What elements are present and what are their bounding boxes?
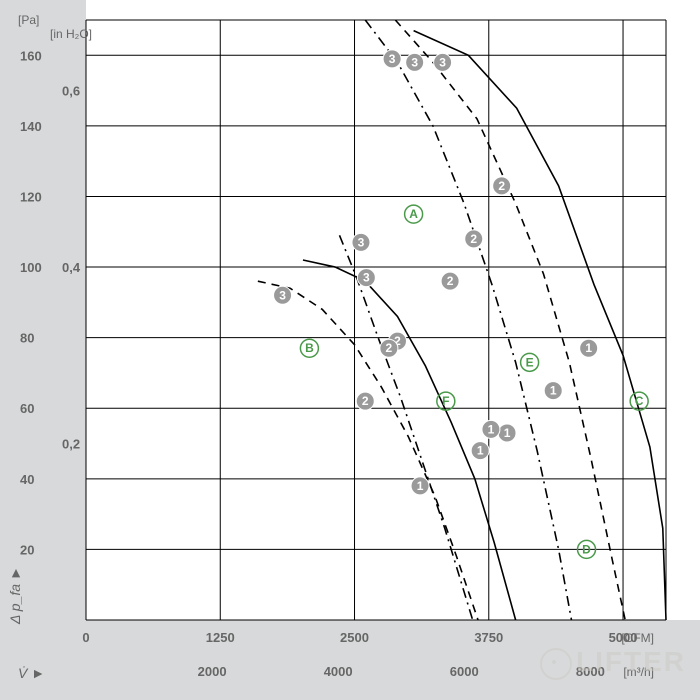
- svg-text:2: 2: [386, 341, 393, 355]
- svg-text:120: 120: [20, 189, 42, 204]
- svg-text:3: 3: [411, 55, 418, 69]
- svg-text:1: 1: [585, 341, 592, 355]
- svg-text:2: 2: [498, 179, 505, 193]
- svg-text:V̇ ►: V̇ ►: [18, 665, 45, 681]
- svg-text:0,2: 0,2: [62, 437, 80, 452]
- svg-text:[Pa]: [Pa]: [18, 13, 39, 27]
- svg-text:80: 80: [20, 331, 34, 346]
- svg-text:0,4: 0,4: [62, 260, 81, 275]
- svg-text:2: 2: [447, 274, 454, 288]
- svg-text:0,6: 0,6: [62, 84, 80, 99]
- svg-text:0: 0: [82, 630, 89, 645]
- svg-text:3: 3: [439, 55, 446, 69]
- svg-text:D: D: [582, 542, 591, 556]
- fan-performance-chart: 20 40 60 80 100 120 140 160 0,2 0,4 0,6 0 1250 2500 37…: [0, 0, 700, 700]
- svg-text:3: 3: [279, 288, 286, 302]
- chart-svg: 20 40 60 80 100 120 140 160 0,2 0,4 0,6 0 1250 2500 37…: [0, 0, 700, 700]
- svg-text:20: 20: [20, 542, 34, 557]
- svg-text:4000: 4000: [324, 664, 353, 679]
- svg-text:A: A: [409, 207, 418, 221]
- svg-text:140: 140: [20, 119, 42, 134]
- svg-text:160: 160: [20, 48, 42, 63]
- svg-text:[m³/h]: [m³/h]: [623, 665, 654, 679]
- svg-text:E: E: [526, 355, 534, 369]
- svg-text:1: 1: [550, 384, 557, 398]
- svg-text:1: 1: [488, 422, 495, 436]
- svg-text:1: 1: [417, 479, 424, 493]
- svg-text:3: 3: [389, 52, 396, 66]
- svg-text:60: 60: [20, 401, 34, 416]
- svg-text:8000: 8000: [576, 664, 605, 679]
- svg-text:F: F: [442, 394, 449, 408]
- svg-text:1250: 1250: [206, 630, 235, 645]
- svg-text:1: 1: [504, 426, 511, 440]
- svg-text:3750: 3750: [474, 630, 503, 645]
- svg-text:6000: 6000: [450, 664, 479, 679]
- svg-text:Δ p_fa ►: Δ p_fa ►: [7, 566, 23, 625]
- svg-text:B: B: [305, 341, 314, 355]
- svg-text:3: 3: [363, 271, 370, 285]
- svg-text:2: 2: [470, 232, 477, 246]
- svg-text:[in H₂O]: [in H₂O]: [50, 27, 92, 41]
- svg-text:100: 100: [20, 260, 42, 275]
- svg-text:2000: 2000: [198, 664, 227, 679]
- svg-text:[CFM]: [CFM]: [621, 631, 654, 645]
- svg-text:3: 3: [358, 235, 365, 249]
- svg-text:40: 40: [20, 472, 34, 487]
- svg-text:1: 1: [477, 444, 484, 458]
- svg-text:2500: 2500: [340, 630, 369, 645]
- svg-text:2: 2: [362, 394, 369, 408]
- svg-text:C: C: [635, 394, 644, 408]
